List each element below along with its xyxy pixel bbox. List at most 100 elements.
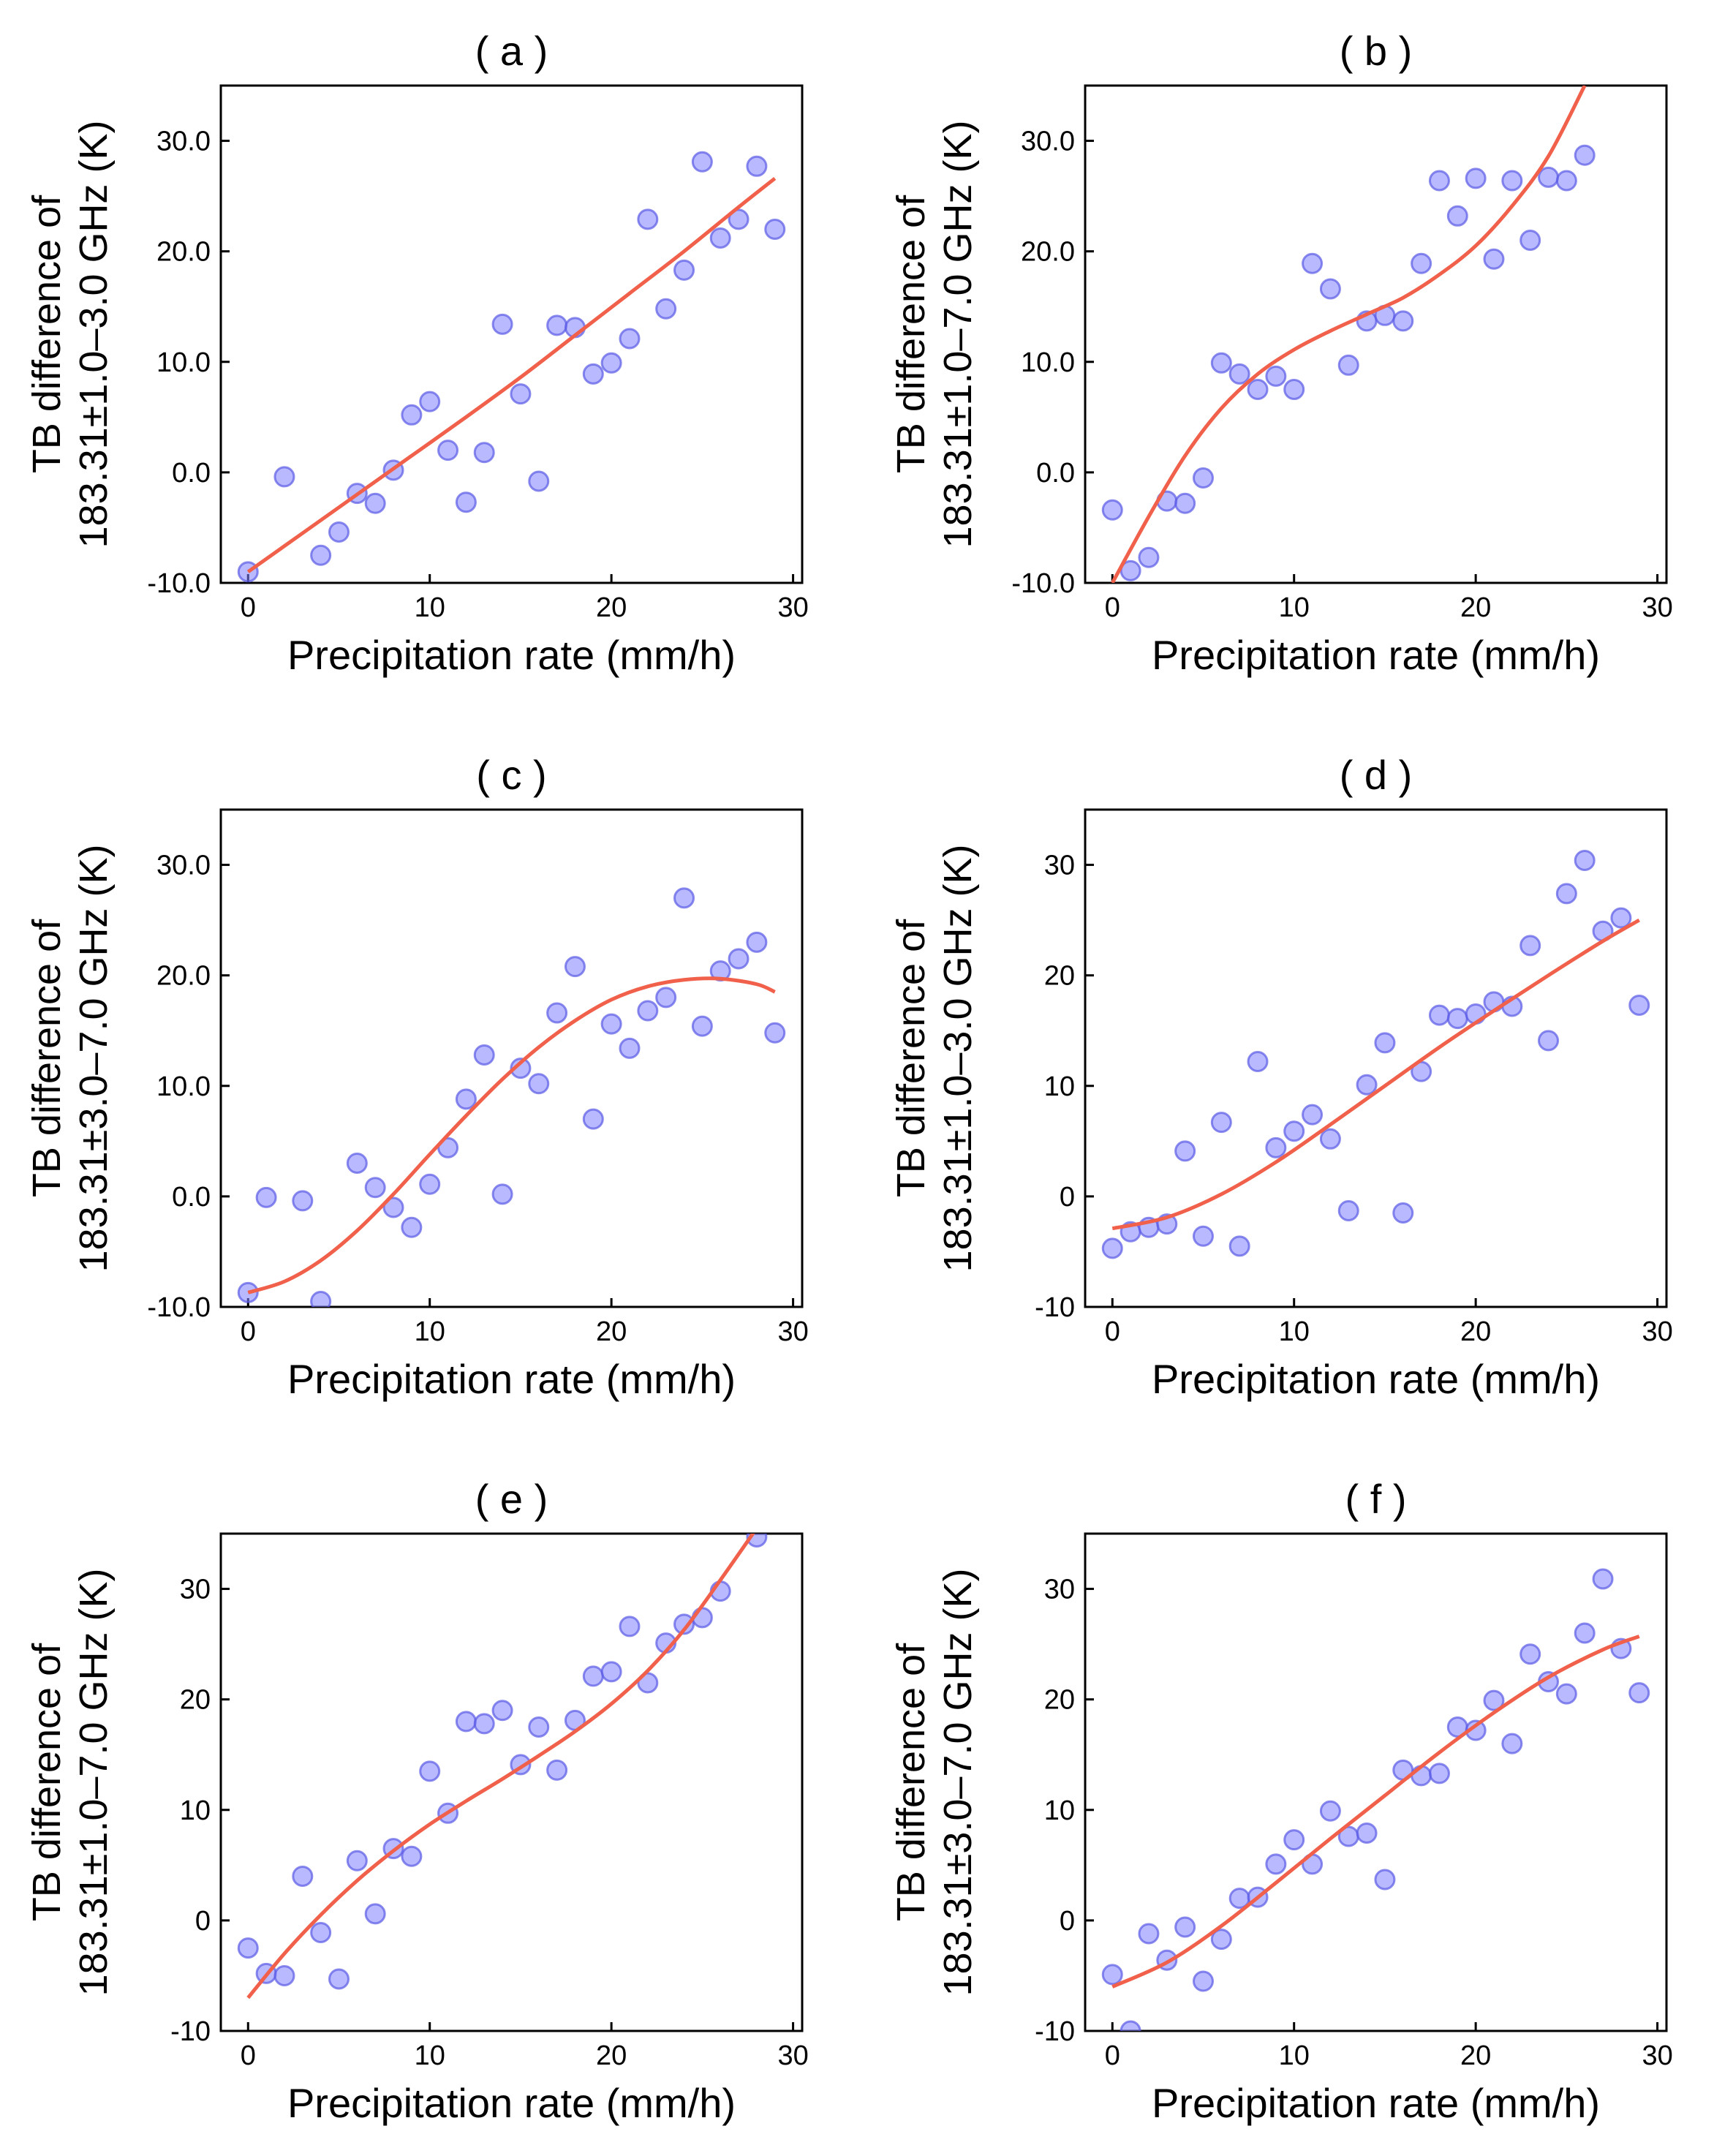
data-point	[310, 1290, 332, 1307]
data-point	[1247, 379, 1269, 401]
data-point	[1428, 170, 1450, 192]
data-point	[1356, 1823, 1378, 1844]
data-point	[1538, 1030, 1560, 1052]
data-point	[401, 1216, 423, 1238]
data-point	[1192, 1225, 1214, 1247]
data-point	[491, 1700, 513, 1722]
x-axis-label: Precipitation rate (mm/h)	[1152, 1356, 1600, 1402]
data-point	[1555, 1683, 1577, 1705]
y-tick-label: 30	[1044, 851, 1075, 881]
y-tick-label: 0	[195, 1906, 211, 1937]
data-point	[1283, 1829, 1305, 1851]
data-point	[1501, 1733, 1523, 1754]
x-tick-label: 0	[1105, 1316, 1120, 1347]
y-axis-label-line2: 183.31±1.0–3.0 GHz (K)	[936, 845, 980, 1273]
x-tick-label: 20	[1460, 2040, 1491, 2071]
plot-area	[237, 1534, 768, 1999]
data-point	[1302, 252, 1324, 274]
x-tick-label: 10	[415, 592, 445, 623]
x-axis-label: Precipitation rate (mm/h)	[287, 632, 736, 678]
panel-c: ( c ) 0 10 20 30 -10.0 0.0 10.0 20.0 30.0 Precipit…	[25, 752, 809, 1402]
panel-a: ( a ) 0 10 20 30 -10.0 0.0 10.0 20.0 30.0 Precipit…	[25, 28, 809, 678]
fit-curve	[246, 1534, 755, 1999]
data-point	[655, 298, 677, 320]
plot-frame	[1084, 808, 1668, 1308]
x-tick-label: 10	[1279, 592, 1310, 623]
y-tick-label: -10	[1035, 1292, 1075, 1323]
y-tick-label: -10.0	[147, 1292, 211, 1323]
data-point	[401, 1845, 423, 1867]
plot-frame	[219, 808, 804, 1308]
y-tick-label: 10	[180, 1795, 211, 1826]
y-tick-label: -10.0	[147, 568, 211, 599]
data-point	[1228, 1235, 1250, 1257]
y-axis-label-line1: TB difference of	[25, 1643, 69, 1921]
data-point	[237, 1937, 259, 1959]
data-point	[273, 1964, 295, 1986]
panel-title: ( c )	[476, 752, 546, 798]
y-tick-label: -10.0	[1011, 568, 1075, 599]
y-tick-label: 0	[1060, 1906, 1075, 1937]
x-tick-label: 0	[1105, 2040, 1120, 2071]
data-point	[1392, 310, 1414, 332]
x-tick-label: 20	[596, 592, 627, 623]
data-point	[637, 1000, 659, 1022]
data-point	[1337, 354, 1359, 376]
data-point	[637, 208, 659, 230]
data-point	[1337, 1200, 1359, 1222]
plot-frame	[219, 1532, 804, 2032]
data-point	[1192, 1970, 1214, 1992]
data-point	[419, 391, 441, 412]
data-point	[473, 442, 495, 464]
data-point	[1210, 1929, 1232, 1950]
y-axis-label-line2: 183.31±3.0–7.0 GHz (K)	[936, 1569, 980, 1997]
data-point	[1411, 1765, 1432, 1787]
y-tick-label: 20.0	[1021, 237, 1075, 268]
data-point	[1174, 1916, 1196, 1938]
data-point	[310, 544, 332, 566]
data-point	[728, 948, 750, 970]
data-point	[1501, 170, 1523, 192]
y-axis-label-line2: 183.31±3.0–7.0 GHz (K)	[72, 845, 116, 1273]
y-axis-label-line2: 183.31±1.0–3.0 GHz (K)	[72, 121, 116, 549]
data-point	[1319, 278, 1341, 300]
data-point	[364, 1177, 386, 1199]
x-axis-label: Precipitation rate (mm/h)	[287, 2080, 736, 2126]
data-point	[546, 1002, 568, 1024]
y-axis-label-line2: 183.31±1.0–7.0 GHz (K)	[936, 121, 980, 549]
x-tick-label: 0	[241, 1316, 256, 1347]
data-point	[1120, 2020, 1141, 2031]
plot-area	[1101, 1568, 1650, 2031]
data-point	[1138, 1923, 1160, 1945]
y-axis-label-line1: TB difference of	[889, 1643, 933, 1921]
data-point	[691, 151, 713, 173]
data-point	[1319, 1128, 1341, 1150]
data-point	[582, 1665, 604, 1687]
data-point	[437, 440, 459, 461]
data-point	[273, 466, 295, 488]
data-point	[419, 1173, 441, 1195]
data-point	[1101, 499, 1123, 521]
y-axis-label-line1: TB difference of	[25, 195, 69, 473]
data-point	[346, 1850, 368, 1872]
data-point	[528, 1716, 550, 1738]
data-point	[1628, 1682, 1650, 1704]
data-point	[673, 887, 695, 909]
x-tick-label: 10	[1279, 2040, 1310, 2071]
data-point	[1446, 1008, 1468, 1030]
data-point	[1465, 167, 1487, 189]
data-point	[455, 1088, 477, 1110]
data-point	[292, 1190, 314, 1212]
data-point	[619, 328, 641, 350]
data-point	[491, 313, 513, 335]
y-tick-label: 10	[1044, 1071, 1075, 1102]
data-point	[510, 383, 532, 405]
y-tick-label: 10.0	[1021, 347, 1075, 378]
data-point	[600, 352, 622, 374]
data-point	[364, 492, 386, 514]
y-tick-label: 10.0	[156, 1071, 211, 1102]
panel-title: ( b )	[1340, 28, 1413, 74]
y-tick-label: 30.0	[156, 127, 211, 157]
data-point	[1101, 1237, 1123, 1259]
